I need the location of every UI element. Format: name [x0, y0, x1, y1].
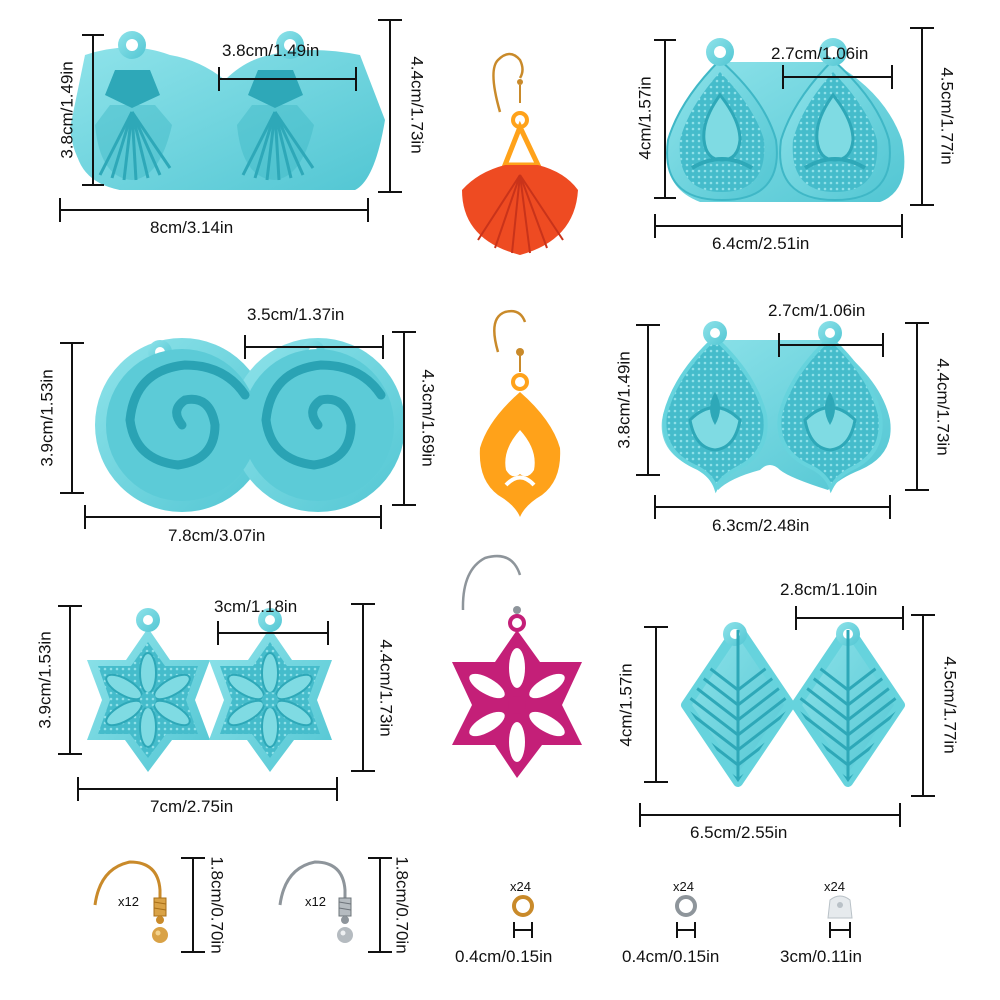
- fan-height-right-label: 4.4cm/1.73in: [407, 56, 427, 154]
- fan-mold: [70, 31, 385, 190]
- diamond-dimension-lines: [639, 606, 935, 827]
- lotus-height-right-label: 4.4cm/1.73in: [933, 358, 953, 456]
- silver-jump-ring: [675, 895, 697, 917]
- flower-height-left-label: 3.9cm/1.53in: [35, 631, 55, 729]
- gold-hook-dimension: [181, 857, 205, 953]
- gold-ring-count: x24: [510, 879, 531, 894]
- lotus-single-width-label: 2.7cm/1.06in: [768, 301, 866, 320]
- gold-hook-size-label: 1.8cm/0.70in: [207, 856, 227, 954]
- teardrop-dimension-lines: [654, 27, 934, 238]
- fan-earring-sample: [462, 52, 578, 255]
- swirl-mold: [95, 338, 405, 512]
- silver-hook-size-label: 1.8cm/0.70in: [392, 856, 412, 954]
- gold-hook-count: x12: [118, 894, 139, 909]
- silver-ring-count: x24: [673, 879, 694, 894]
- lotus-height-left-label: 3.8cm/1.49in: [614, 351, 634, 449]
- teardrop-single-width-label: 2.7cm/1.06in: [771, 44, 869, 63]
- teardrop-width-label: 6.4cm/2.51in: [712, 234, 810, 253]
- rubber-stopper: [827, 895, 853, 919]
- flower-earring-sample: [452, 554, 582, 778]
- swirl-dimension-lines: [60, 331, 416, 529]
- teardrop-mold: [666, 38, 905, 202]
- silver-hook-dimension: [368, 857, 392, 953]
- swirl-height-left-label: 3.9cm/1.53in: [37, 369, 57, 467]
- silver-ring-size-label: 0.4cm/0.15in: [622, 947, 720, 966]
- teardrop-height-left-label: 4cm/1.57in: [635, 76, 655, 160]
- swirl-height-right-label: 4.3cm/1.69in: [418, 369, 438, 467]
- flower-mold: [87, 608, 332, 772]
- lotus-mold: [661, 321, 891, 494]
- diamond-single-width-label: 2.8cm/1.10in: [780, 580, 878, 599]
- fan-height-left-label: 3.8cm/1.49in: [57, 61, 77, 159]
- flower-height-right-label: 4.4cm/1.73in: [376, 639, 396, 737]
- stopper-count: x24: [824, 879, 845, 894]
- small-item-dimensions: [513, 922, 851, 938]
- diamond-mold: [681, 622, 905, 787]
- gold-ear-hook: [93, 860, 168, 943]
- lotus-dimension-lines: [636, 322, 929, 519]
- fan-width-label: 8cm/3.14in: [150, 218, 234, 237]
- diamond-height-left-label: 4cm/1.57in: [616, 663, 636, 747]
- diamond-width-label: 6.5cm/2.55in: [690, 823, 788, 842]
- lotus-width-label: 6.3cm/2.48in: [712, 516, 810, 535]
- teardrop-height-right-label: 4.5cm/1.77in: [937, 67, 957, 165]
- silver-ear-hook: [278, 860, 353, 943]
- gold-jump-ring: [512, 895, 534, 917]
- fan-dimension-lines: [59, 19, 402, 222]
- flower-dimension-lines: [58, 603, 375, 801]
- silver-hook-count: x12: [305, 894, 326, 909]
- swirl-single-width-label: 3.5cm/1.37in: [247, 305, 345, 324]
- gold-ring-size-label: 0.4cm/0.15in: [455, 947, 553, 966]
- stopper-size-label: 3cm/0.11in: [780, 947, 862, 966]
- fan-single-width-label: 3.8cm/1.49in: [222, 41, 320, 60]
- swirl-width-label: 7.8cm/3.07in: [168, 526, 266, 545]
- flower-single-width-label: 3cm/1.18in: [214, 597, 298, 616]
- lotus-earring-sample: [479, 309, 561, 517]
- flower-width-label: 7cm/2.75in: [150, 797, 234, 816]
- diamond-height-right-label: 4.5cm/1.77in: [940, 656, 960, 754]
